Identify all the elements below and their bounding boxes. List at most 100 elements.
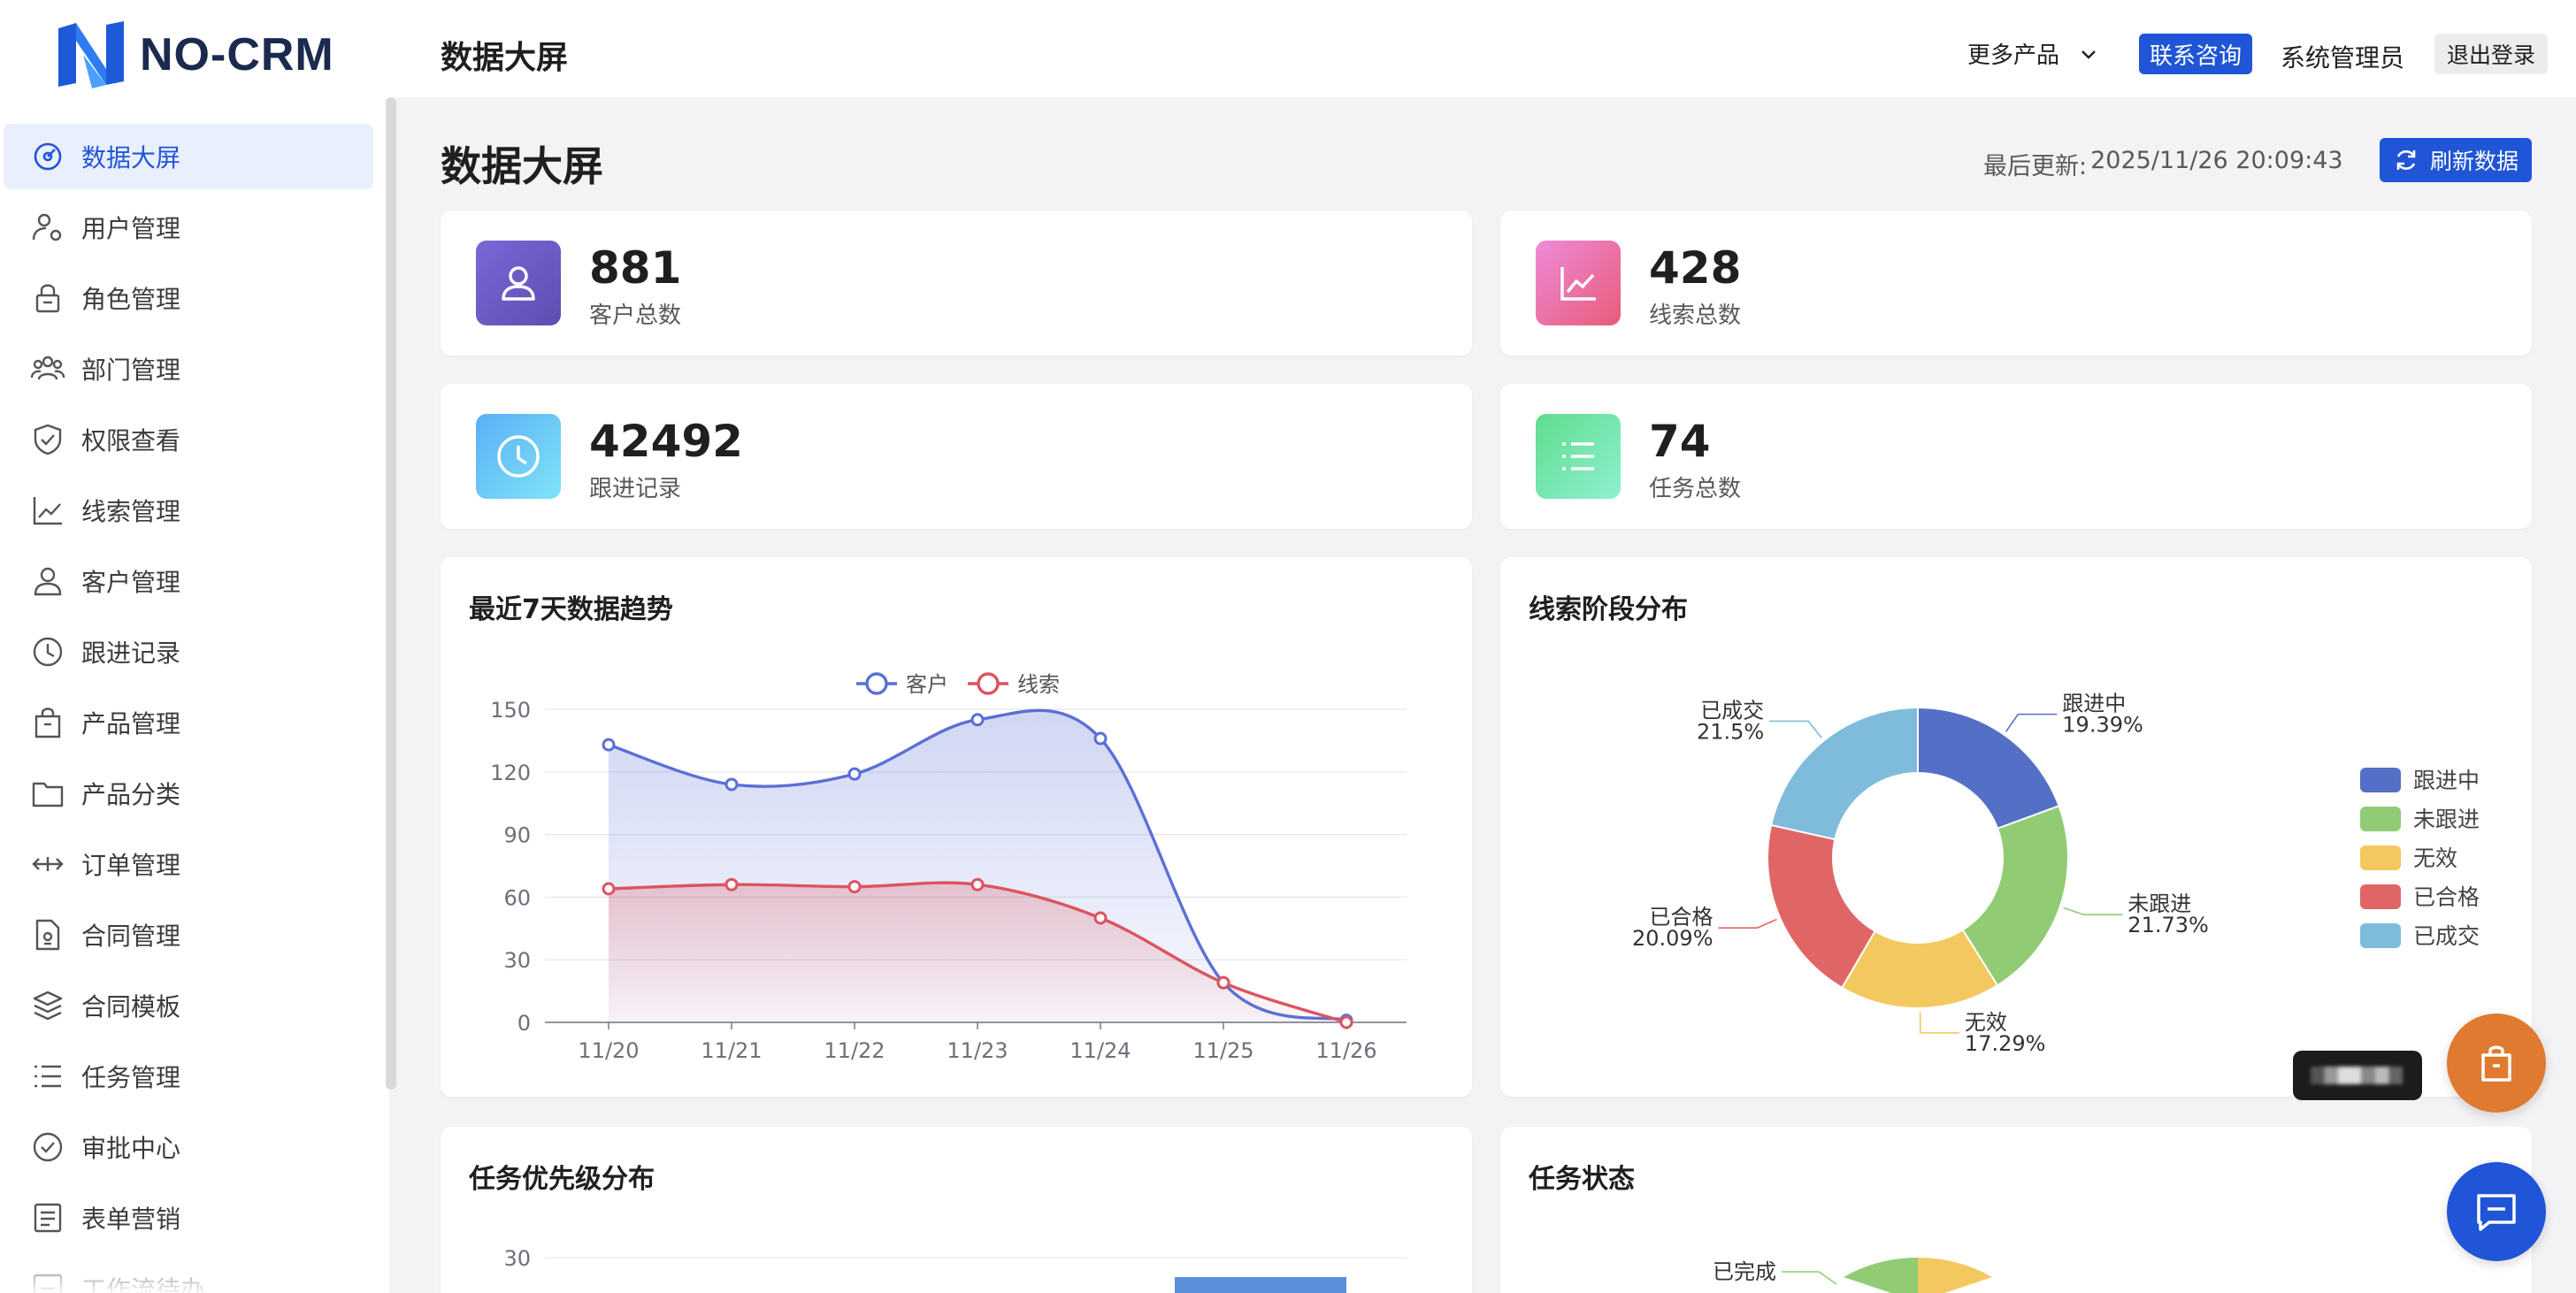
sidebar-item[interactable]: 数据大屏 (4, 124, 373, 189)
floating-cart-button[interactable] (2447, 1014, 2546, 1113)
user-icon (34, 567, 62, 596)
x-tick-label: 11/26 (1315, 1038, 1376, 1063)
trend-chart-panel: 最近7天数据趋势 0 30 60 90 120 150 11/20 11/21 11/22 11/… (441, 557, 1472, 1097)
donut-slice (1767, 823, 1876, 990)
sidebar-item-label: 审批中心 (81, 1134, 181, 1163)
legend-label: 跟进中 (2413, 768, 2480, 793)
clock-icon (476, 414, 561, 499)
slice-name-label: 已完成 (1713, 1259, 1776, 1284)
logo-icon (58, 21, 124, 88)
clock-icon (33, 637, 63, 667)
lead-stage-donut-chart[interactable]: 跟进中19.39%未跟进21.73%无效17.29%已合格20.09%已成交21… (1500, 557, 2532, 1097)
floating-chat-button[interactable] (2447, 1162, 2546, 1261)
data-point (847, 767, 862, 781)
sidebar-item[interactable]: 产品分类 (4, 761, 373, 826)
stat-value: 881 (589, 242, 682, 294)
lead-stage-panel: 线索阶段分布 跟进中 19.39% 未跟进 21.73% 无效 17.29% 已合格 20.0… (1500, 557, 2532, 1097)
task-priority-bar-chart[interactable]: 30 (441, 1127, 1472, 1293)
data-point (724, 877, 739, 891)
sidebar-item-label: 合同模板 (81, 992, 181, 1021)
stat-card-tasks[interactable]: 74 任务总数 (1500, 384, 2532, 529)
shopping-bag-icon (2481, 1045, 2511, 1082)
legend-label: 无效 (2413, 845, 2457, 871)
stat-value: 74 (1649, 416, 1711, 467)
sidebar-item[interactable]: 部门管理 (4, 336, 373, 402)
slice-percent-label: 20.09% (1632, 926, 1714, 951)
task-priority-panel: 任务优先级分布 30 (441, 1127, 1472, 1293)
sidebar-fade (0, 1242, 389, 1293)
top-header: NO-CRM 数据大屏 更多产品 联系咨询 系统管理员 退出登录 (0, 0, 2576, 97)
legend-swatch (2360, 884, 2401, 909)
sidebar-item-label: 订单管理 (81, 851, 181, 880)
shield-check-icon (34, 424, 62, 455)
sidebar-item-label: 任务管理 (81, 1063, 181, 1092)
sidebar-item-label: 客户管理 (81, 568, 181, 597)
legend-label: 未跟进 (2413, 807, 2480, 832)
legend-marker (865, 672, 888, 695)
sidebar-item[interactable]: 用户管理 (4, 195, 373, 260)
user-gear-icon (32, 213, 62, 241)
x-tick-label: 11/24 (1070, 1038, 1131, 1063)
sidebar-item[interactable]: 审批中心 (4, 1114, 373, 1180)
legend-label: 客户 (906, 672, 948, 697)
user-name[interactable]: 系统管理员 (2281, 43, 2405, 73)
stat-card-customers[interactable]: 881 客户总数 (441, 210, 1472, 356)
sidebar-item[interactable]: 权限查看 (4, 407, 373, 472)
sidebar-item-label: 用户管理 (81, 214, 181, 243)
sidebar-item[interactable]: 线索管理 (4, 478, 373, 543)
more-products-dropdown[interactable]: 更多产品 (1967, 37, 2098, 70)
data-point (602, 882, 616, 896)
label-leader (1718, 918, 1777, 929)
panel-title: 最近7天数据趋势 (469, 594, 673, 625)
brand-name: NO-CRM (140, 29, 334, 80)
brand-logo[interactable]: NO-CRM (53, 19, 334, 90)
data-point (1216, 975, 1230, 990)
stat-card-followups[interactable]: 42492 跟进记录 (441, 384, 1472, 529)
sidebar-item[interactable]: 订单管理 (4, 831, 373, 897)
sidebar-item[interactable]: 合同管理 (4, 902, 373, 968)
panel-title: 任务优先级分布 (469, 1164, 655, 1195)
chevron-down-icon (2082, 50, 2096, 59)
x-tick-label: 11/23 (947, 1038, 1008, 1063)
stat-card-leads[interactable]: 428 线索总数 (1500, 210, 2532, 356)
sidebar-item-label: 产品管理 (81, 709, 181, 738)
list-icon (1536, 414, 1621, 499)
x-tick-label: 11/25 (1192, 1038, 1254, 1063)
slice-percent-label: 21.5% (1697, 719, 1764, 744)
floating-badge[interactable] (2293, 1051, 2422, 1100)
sidebar-item[interactable]: 客户管理 (4, 548, 373, 614)
sidebar-item[interactable]: 表单营销 (4, 1185, 373, 1251)
pie-slice (1918, 1257, 1992, 1293)
list-icon (34, 1065, 61, 1088)
y-tick-label: 120 (490, 761, 531, 785)
sidebar-item-label: 角色管理 (81, 285, 181, 314)
sidebar-item[interactable]: 合同模板 (4, 973, 373, 1038)
refresh-button[interactable]: 刷新数据 (2380, 138, 2532, 182)
data-point (724, 777, 739, 792)
sidebar-item[interactable]: 跟进记录 (4, 619, 373, 685)
page-title: 数据大屏 (441, 142, 603, 190)
label-leader (1782, 1271, 1837, 1285)
form-icon (34, 1203, 62, 1233)
stat-label: 线索总数 (1649, 302, 1742, 329)
sidebar-scrollbar[interactable] (386, 97, 396, 1090)
panel-title: 线索阶段分布 (1529, 594, 1688, 625)
sidebar-item[interactable]: 角色管理 (4, 265, 373, 331)
legend-swatch (2360, 845, 2401, 870)
sidebar-item[interactable]: 任务管理 (4, 1044, 373, 1109)
task-status-pie-chart[interactable]: 已完成 (1500, 1127, 2532, 1293)
stat-label: 跟进记录 (589, 476, 682, 502)
data-point (1339, 1015, 1353, 1029)
check-circle-icon (33, 1132, 63, 1162)
bar (1175, 1277, 1346, 1293)
line-chart-icon (1536, 241, 1621, 325)
trend-line-chart[interactable]: 0 30 60 90 120 150 11/20 11/21 11/22 11/23 11/24 11… (441, 557, 1472, 1097)
sidebar-item[interactable]: 产品管理 (4, 690, 373, 755)
task-status-panel: 任务状态 已完成 (1500, 1127, 2532, 1293)
logout-button[interactable]: 退出登录 (2434, 34, 2548, 74)
donut-slice (1917, 706, 2060, 830)
y-tick-label: 90 (503, 823, 531, 848)
contact-button[interactable]: 联系咨询 (2139, 34, 2252, 74)
shopping-bag-icon (34, 708, 61, 738)
y-tick-label: 30 (503, 1246, 531, 1271)
